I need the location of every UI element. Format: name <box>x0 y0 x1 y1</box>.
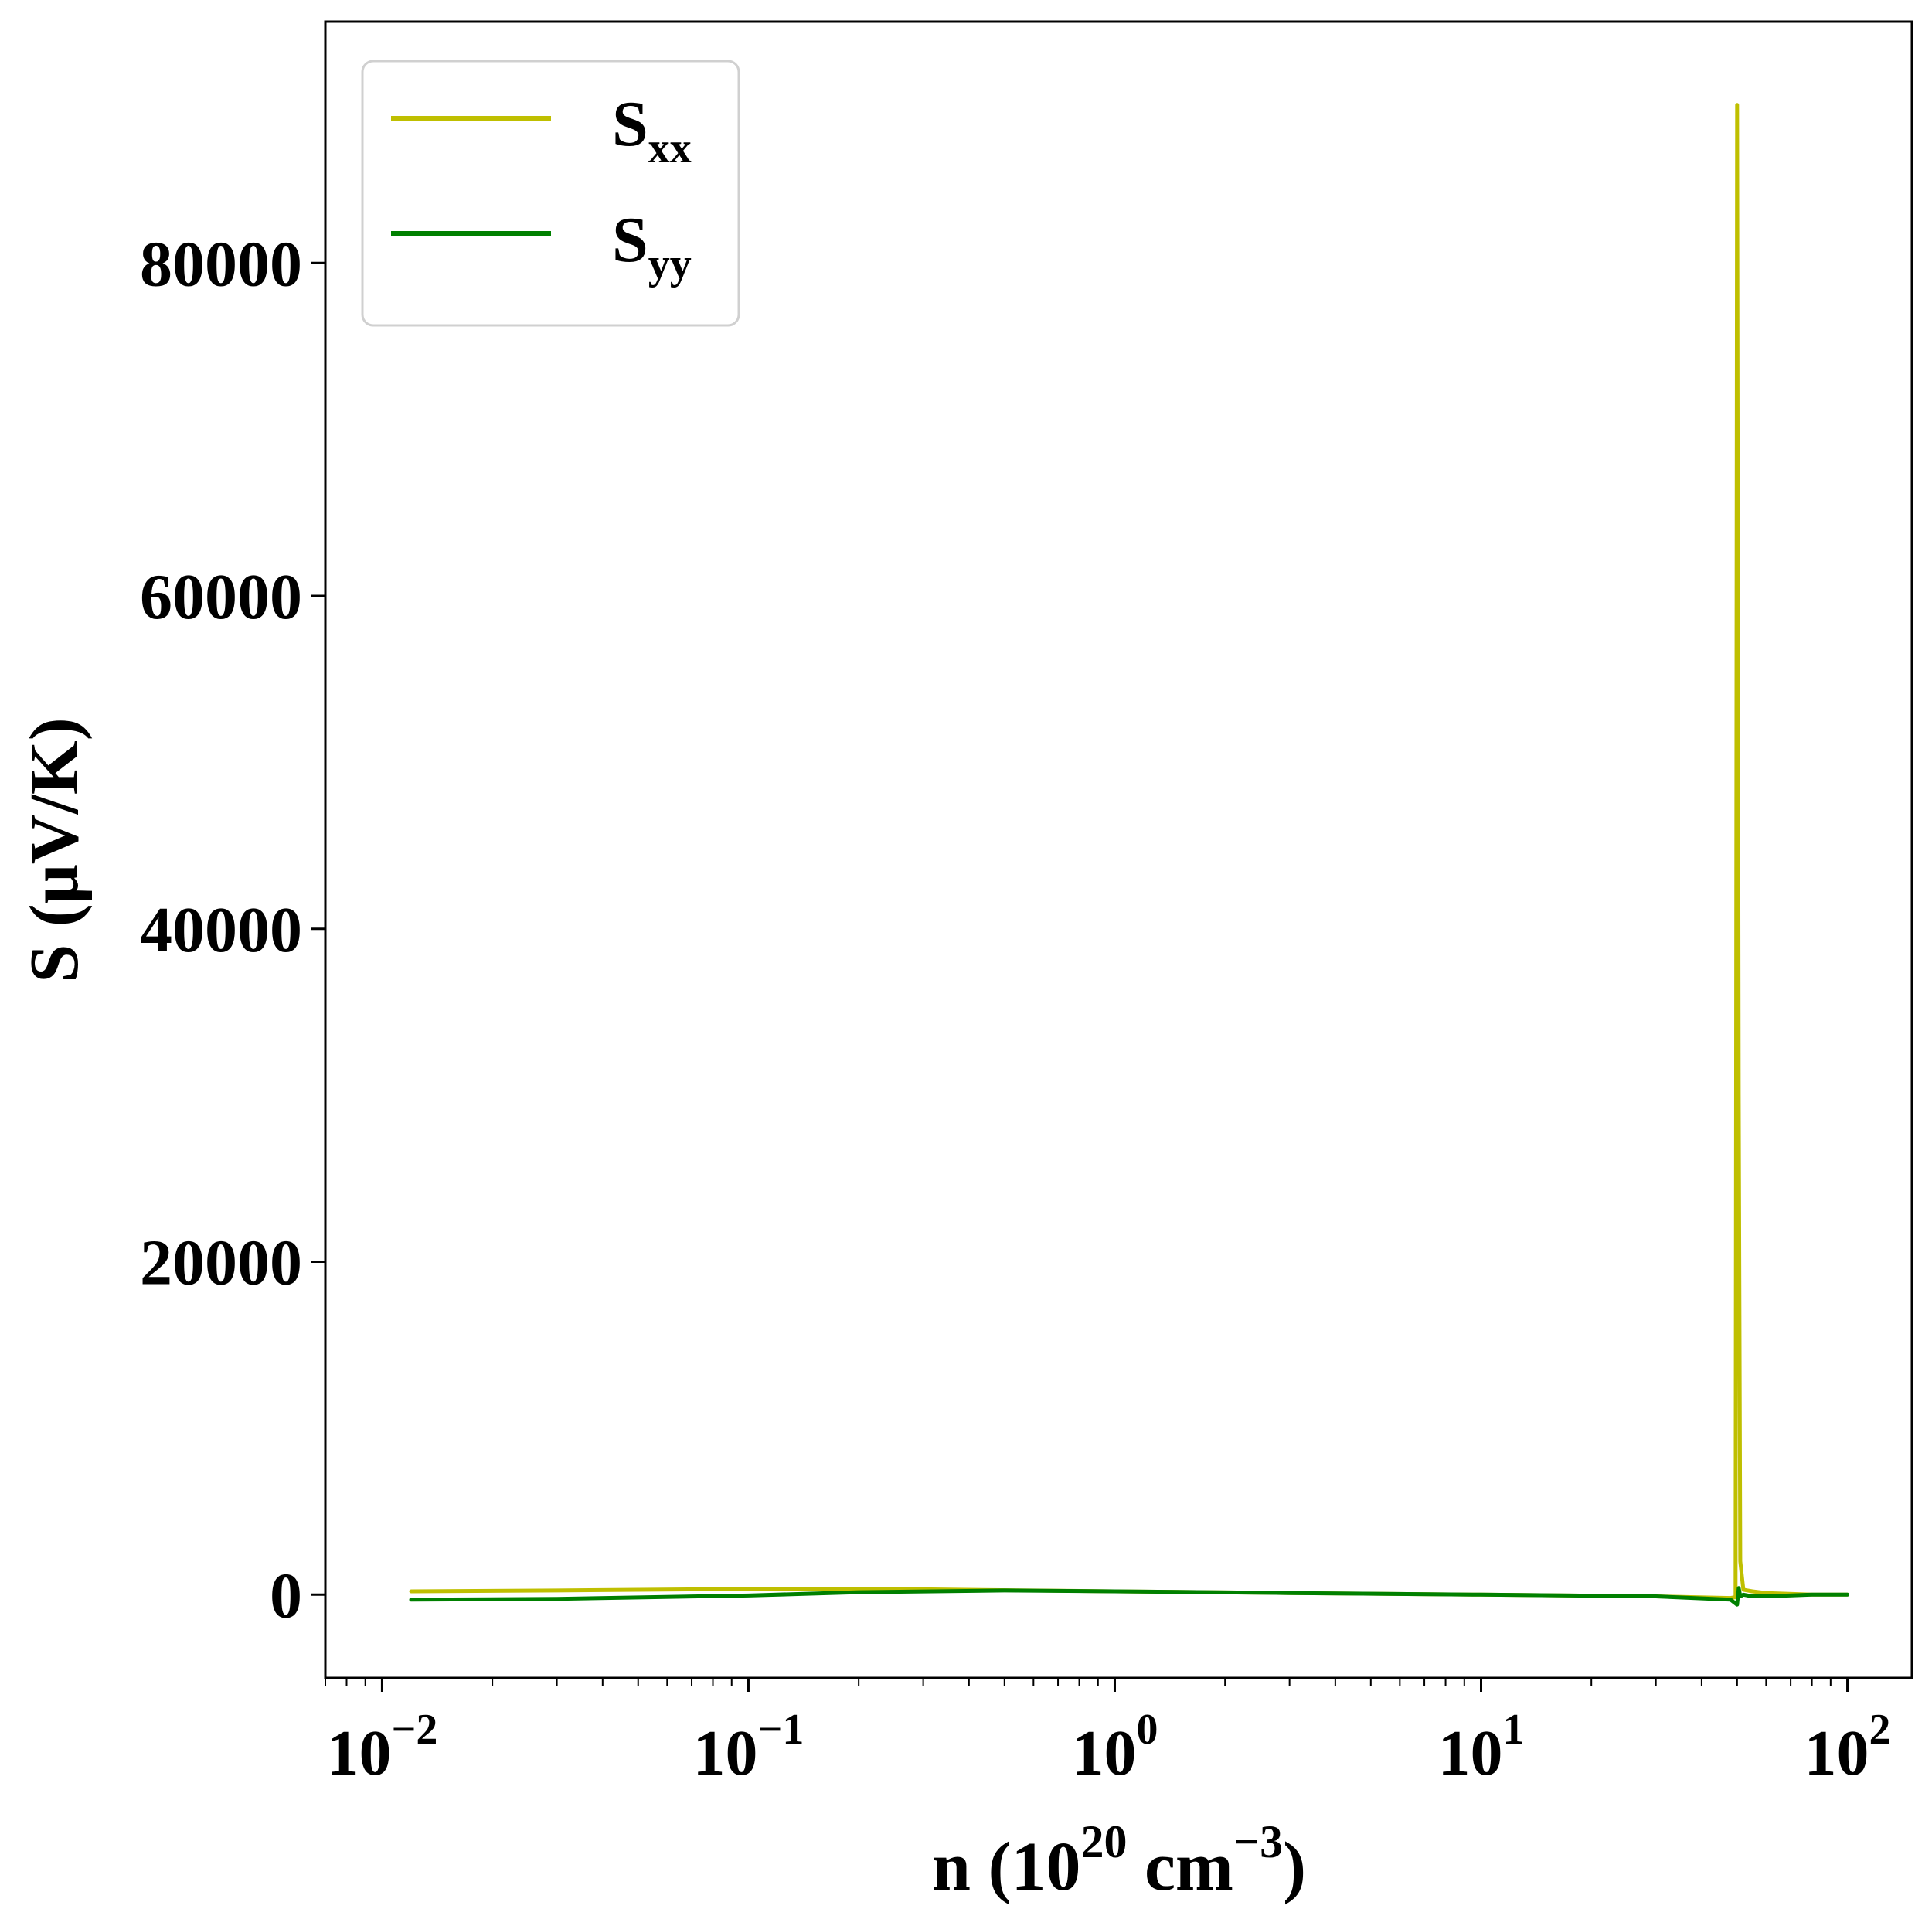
x-tick-label: 102 <box>1804 1706 1891 1789</box>
y-tick-label: 40000 <box>140 894 302 966</box>
series-line-xx <box>409 103 1849 1601</box>
plot-frame <box>324 20 1913 1679</box>
x-tick-base: 10 <box>1438 1717 1503 1789</box>
x-tick-label: 10−2 <box>326 1706 437 1789</box>
x-tick-base: 10 <box>1071 1717 1136 1789</box>
x-tick-exponent: 2 <box>1869 1706 1891 1754</box>
x-axis-title: n (1020 cm−3) <box>932 1816 1306 1905</box>
y-axis-title: S (μV/K) <box>16 717 93 983</box>
legend-label-sxx: Sxx <box>612 88 692 172</box>
x-tick-label: 100 <box>1071 1706 1158 1789</box>
y-tick-label: 20000 <box>140 1227 302 1299</box>
x-tick-exponent: 1 <box>1503 1706 1525 1754</box>
legend: Sxx Syy <box>361 60 740 327</box>
x-tick-label: 101 <box>1438 1706 1525 1789</box>
x-tick-base: 10 <box>1804 1717 1869 1789</box>
legend-label-syy: Syy <box>612 204 692 288</box>
x-tick-exponent: −2 <box>391 1706 437 1754</box>
y-tick-label: 0 <box>270 1560 302 1632</box>
series-line-yy <box>409 1586 1849 1607</box>
legend-box <box>361 60 740 327</box>
x-tick-base: 10 <box>326 1717 391 1789</box>
x-tick-label: 10−1 <box>692 1706 804 1789</box>
series-layer <box>409 103 1849 1607</box>
x-axis: 10−2 10−1 100 101 102 <box>325 1678 1891 1789</box>
y-tick-label: 80000 <box>140 228 302 300</box>
x-tick-exponent: −1 <box>757 1706 804 1754</box>
y-tick-label: 60000 <box>140 561 302 633</box>
x-tick-base: 10 <box>692 1717 757 1789</box>
x-tick-exponent: 0 <box>1136 1706 1158 1754</box>
y-axis: 0 20000 40000 60000 80000 <box>140 228 325 1632</box>
